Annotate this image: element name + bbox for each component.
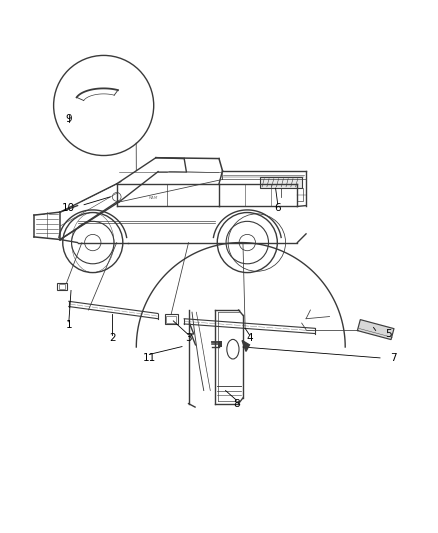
Text: 7: 7 <box>390 353 396 363</box>
Text: 3: 3 <box>185 333 192 343</box>
Bar <box>260 177 302 188</box>
Bar <box>297 188 303 201</box>
Text: 5: 5 <box>385 329 392 339</box>
Bar <box>166 316 177 322</box>
Polygon shape <box>242 341 250 351</box>
Text: 9: 9 <box>66 114 72 124</box>
Ellipse shape <box>227 340 239 359</box>
Text: 10: 10 <box>62 203 75 213</box>
Bar <box>59 284 65 289</box>
Text: 8: 8 <box>233 399 240 409</box>
Text: 4: 4 <box>246 333 253 343</box>
Text: RAM: RAM <box>149 196 159 200</box>
Text: 11: 11 <box>143 353 156 363</box>
Bar <box>165 314 178 324</box>
Polygon shape <box>357 320 394 340</box>
Bar <box>57 282 67 290</box>
Text: 6: 6 <box>275 203 281 213</box>
Text: 1: 1 <box>66 320 72 330</box>
Bar <box>218 341 222 348</box>
Text: 2: 2 <box>109 333 116 343</box>
